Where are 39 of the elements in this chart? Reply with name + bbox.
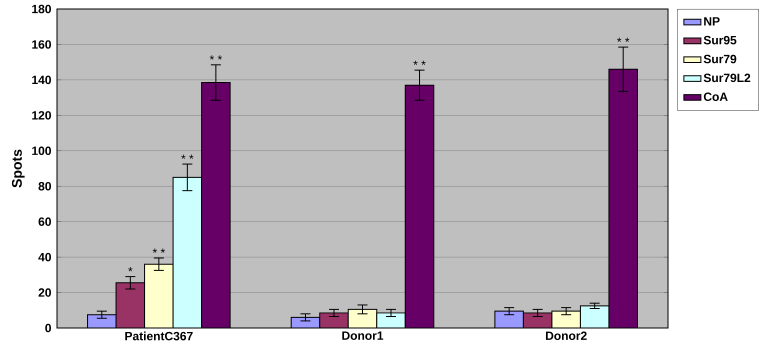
data-label: * * bbox=[617, 38, 630, 42]
legend-label: Sur79 bbox=[704, 54, 736, 64]
legend-label: Sur79L2 bbox=[704, 74, 750, 82]
x-tick-label: Donor1 bbox=[342, 332, 384, 340]
bar bbox=[494, 310, 524, 328]
legend-label: CoA bbox=[704, 92, 728, 102]
bar bbox=[201, 82, 231, 328]
bar bbox=[116, 282, 146, 328]
y-tick-label: 120 bbox=[32, 111, 51, 120]
data-label: * * bbox=[210, 55, 222, 60]
y-tick-label: 20 bbox=[38, 288, 51, 297]
legend-label: Sur95 bbox=[704, 36, 736, 44]
y-tick-label: 100 bbox=[32, 146, 51, 156]
data-label: * * bbox=[152, 248, 165, 253]
x-tick-label: Donor2 bbox=[546, 332, 587, 340]
y-tick-label: 80 bbox=[38, 182, 51, 190]
data-label: * bbox=[128, 267, 132, 272]
bar bbox=[144, 264, 174, 328]
x-tick-label: PatientC367 bbox=[125, 332, 193, 340]
bar bbox=[348, 308, 378, 328]
bar bbox=[551, 310, 581, 328]
y-tick-label: 0 bbox=[45, 324, 51, 332]
data-label: * * bbox=[181, 154, 194, 159]
y-tick-label: 60 bbox=[38, 217, 51, 226]
y-tick-label: 40 bbox=[38, 252, 51, 262]
y-axis-title: Spots bbox=[12, 150, 25, 188]
y-tick-label: 140 bbox=[32, 76, 51, 84]
y-tick-label: 160 bbox=[32, 40, 51, 49]
data-label: * * bbox=[413, 60, 426, 65]
bar bbox=[522, 312, 552, 328]
bar bbox=[172, 176, 202, 328]
bar bbox=[580, 305, 610, 328]
y-tick-label: 180 bbox=[32, 4, 51, 14]
bar bbox=[376, 312, 406, 328]
legend-label: NP bbox=[704, 17, 720, 26]
bar bbox=[319, 312, 349, 328]
bar bbox=[88, 314, 116, 328]
bar bbox=[404, 84, 434, 328]
bar bbox=[608, 68, 638, 328]
